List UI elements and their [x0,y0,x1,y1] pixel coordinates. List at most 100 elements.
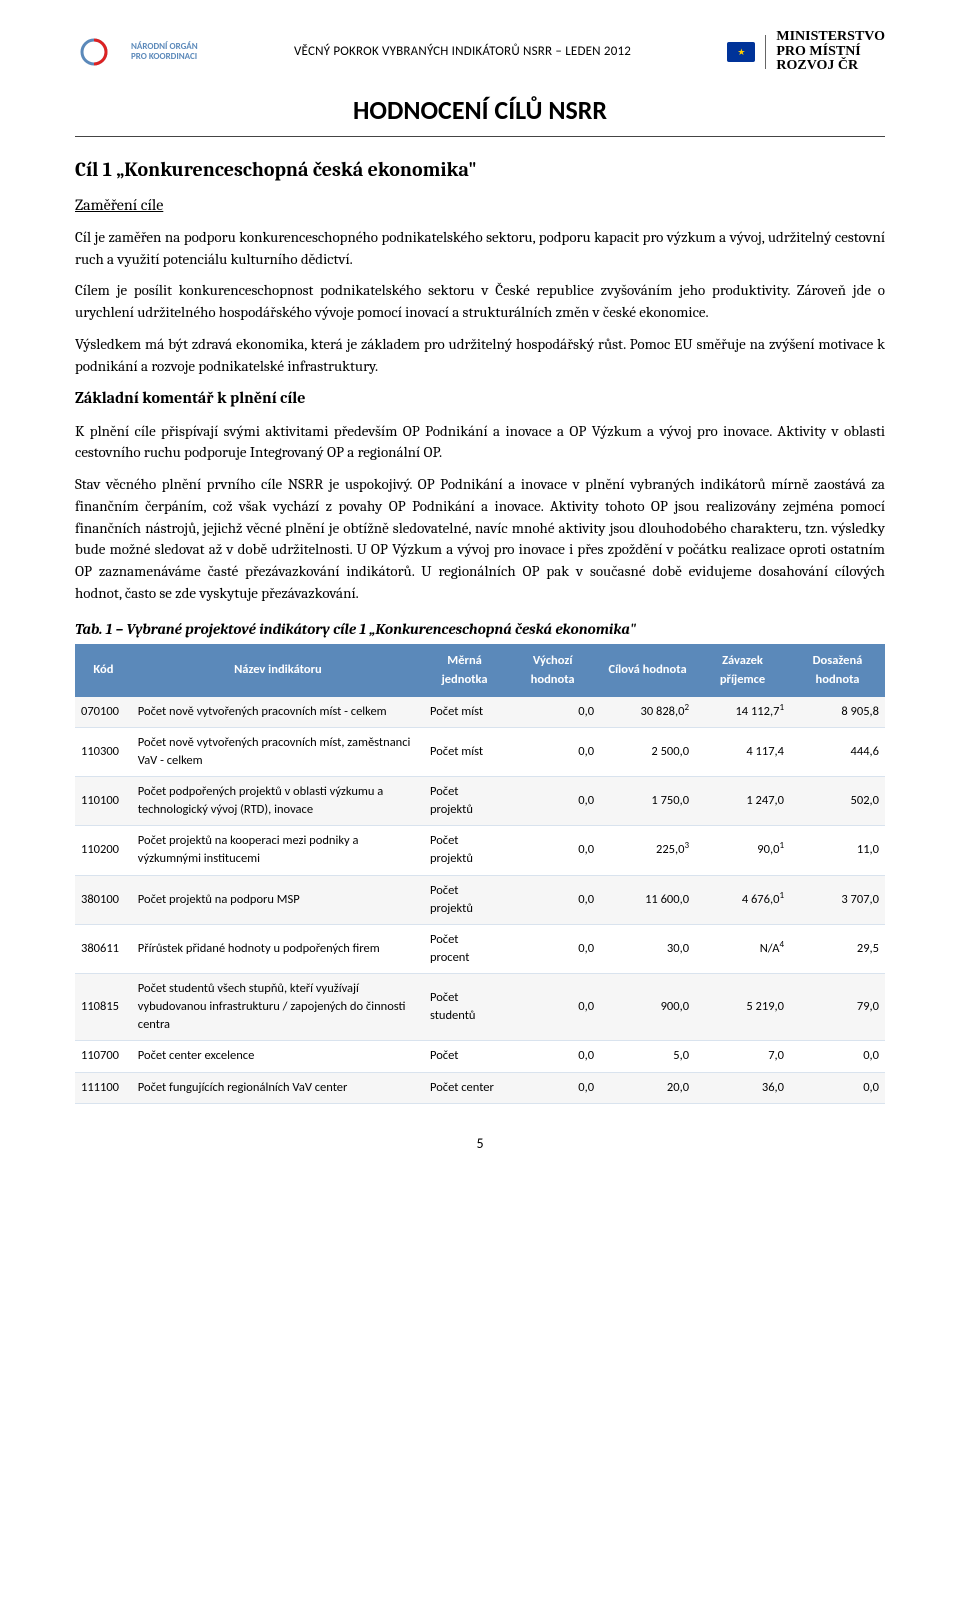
table-row: 110700Počet center excelencePočet0,05,07… [75,1041,885,1072]
nok-logo-icon [75,34,125,70]
col-unit: Měrná jednotka [424,644,505,696]
table-1: Kód Název indikátoru Měrná jednotka Vých… [75,644,885,1103]
page-header: NÁRODNÍ ORGÁN PRO KOORDINACI VĚCNÝ POKRO… [75,30,885,74]
cell-kod: 380100 [75,875,132,924]
cell-cilova: 1 750,0 [600,777,695,826]
header-center-title: VĚCNÝ POKROK VYBRANÝCH INDIKÁTORŮ NSRR –… [294,43,631,62]
cell-vychozi: 0,0 [505,727,600,776]
cell-dosazena: 29,5 [790,924,885,973]
left-logo-text: NÁRODNÍ ORGÁN PRO KOORDINACI [131,42,198,62]
cell-vychozi: 0,0 [505,826,600,875]
table-row: 110300Počet nově vytvořených pracovních … [75,727,885,776]
cell-unit: Počet center [424,1072,505,1103]
cell-name: Počet nově vytvořených pracovních míst, … [132,727,424,776]
cell-vychozi: 0,0 [505,974,600,1041]
cell-name: Počet fungujících regionálních VaV cente… [132,1072,424,1103]
table-row: 070100Počet nově vytvořených pracovních … [75,697,885,728]
subheading-komentar: Základní komentář k plnění cíle [75,387,885,410]
cell-kod: 110700 [75,1041,132,1072]
table-header: Kód Název indikátoru Měrná jednotka Vých… [75,644,885,696]
cell-zavazek: 7,0 [695,1041,790,1072]
cell-kod: 110200 [75,826,132,875]
cell-unit: Počet míst [424,697,505,728]
cell-kod: 380611 [75,924,132,973]
cell-zavazek: N/A4 [695,924,790,973]
cell-dosazena: 11,0 [790,826,885,875]
col-kod: Kód [75,644,132,696]
cell-kod: 110100 [75,777,132,826]
cell-zavazek: 4 676,01 [695,875,790,924]
cell-name: Počet projektů na kooperaci mezi podniky… [132,826,424,875]
left-logo: NÁRODNÍ ORGÁN PRO KOORDINACI [75,34,198,70]
page-number: 5 [75,1134,885,1154]
table-row: 380611Přírůstek přidané hodnoty u podpoř… [75,924,885,973]
cell-unit: Počet míst [424,727,505,776]
right-logo-line3: ROZVOJ ČR [776,59,885,74]
section-1-title: Cíl 1 „Konkurenceschopná česká ekonomika… [75,155,885,184]
cell-zavazek: 4 117,4 [695,727,790,776]
paragraph-2: Cílem je posílit konkurenceschopnost pod… [75,280,885,324]
cell-unit: Počet projektů [424,826,505,875]
cell-unit: Počet procent [424,924,505,973]
page-title: HODNOCENÍ CÍLŮ NSRR [75,92,885,130]
cell-zavazek: 14 112,71 [695,697,790,728]
paragraph-3: Výsledkem má být zdravá ekonomika, která… [75,334,885,378]
cell-cilova: 225,03 [600,826,695,875]
paragraph-1: Cíl je zaměřen na podporu konkurencescho… [75,227,885,271]
table-1-caption: Tab. 1 – Vybrané projektové indikátory c… [75,619,885,641]
cell-vychozi: 0,0 [505,697,600,728]
cell-dosazena: 0,0 [790,1041,885,1072]
cell-kod: 110300 [75,727,132,776]
col-zavazek: Závazek příjemce [695,644,790,696]
cell-unit: Počet projektů [424,777,505,826]
col-vychozi: Výchozí hodnota [505,644,600,696]
cell-vychozi: 0,0 [505,777,600,826]
eu-flag-icon: ★ [727,42,755,62]
cell-name: Počet podpořených projektů v oblasti výz… [132,777,424,826]
table-row: 110200Počet projektů na kooperaci mezi p… [75,826,885,875]
cell-kod: 111100 [75,1072,132,1103]
col-cilova: Cílová hodnota [600,644,695,696]
cell-name: Počet nově vytvořených pracovních míst -… [132,697,424,728]
cell-zavazek: 5 219,0 [695,974,790,1041]
cell-zavazek: 90,01 [695,826,790,875]
cell-cilova: 20,0 [600,1072,695,1103]
paragraph-5: Stav věcného plnění prvního cíle NSRR je… [75,474,885,605]
cell-dosazena: 79,0 [790,974,885,1041]
col-dosazena: Dosažená hodnota [790,644,885,696]
right-logo: ★ MINISTERSTVO PRO MÍSTNÍ ROZVOJ ČR [727,30,885,74]
cell-cilova: 30,0 [600,924,695,973]
cell-cilova: 900,0 [600,974,695,1041]
subheading-zamereni: Zaměření cíle [75,194,885,217]
cell-vychozi: 0,0 [505,1072,600,1103]
table-body: 070100Počet nově vytvořených pracovních … [75,697,885,1104]
cell-kod: 070100 [75,697,132,728]
table-row: 111100Počet fungujících regionálních VaV… [75,1072,885,1103]
table-row: 110100Počet podpořených projektů v oblas… [75,777,885,826]
cell-dosazena: 0,0 [790,1072,885,1103]
cell-zavazek: 36,0 [695,1072,790,1103]
left-logo-line2: PRO KOORDINACI [131,52,198,62]
cell-name: Počet projektů na podporu MSP [132,875,424,924]
cell-unit: Počet studentů [424,974,505,1041]
cell-cilova: 11 600,0 [600,875,695,924]
col-name: Název indikátoru [132,644,424,696]
cell-vychozi: 0,0 [505,1041,600,1072]
right-logo-text: MINISTERSTVO PRO MÍSTNÍ ROZVOJ ČR [776,30,885,74]
cell-name: Přírůstek přidané hodnoty u podpořených … [132,924,424,973]
cell-zavazek: 1 247,0 [695,777,790,826]
cell-dosazena: 444,6 [790,727,885,776]
cell-cilova: 2 500,0 [600,727,695,776]
title-rule [75,136,885,137]
right-logo-line1: MINISTERSTVO [776,30,885,45]
cell-unit: Počet projektů [424,875,505,924]
cell-unit: Počet [424,1041,505,1072]
cell-cilova: 30 828,02 [600,697,695,728]
cell-dosazena: 502,0 [790,777,885,826]
table-row: 110815Počet studentů všech stupňů, kteří… [75,974,885,1041]
cell-vychozi: 0,0 [505,875,600,924]
cell-name: Počet studentů všech stupňů, kteří využí… [132,974,424,1041]
paragraph-4: K plnění cíle přispívají svými aktivitam… [75,421,885,465]
cell-name: Počet center excelence [132,1041,424,1072]
cell-dosazena: 8 905,8 [790,697,885,728]
